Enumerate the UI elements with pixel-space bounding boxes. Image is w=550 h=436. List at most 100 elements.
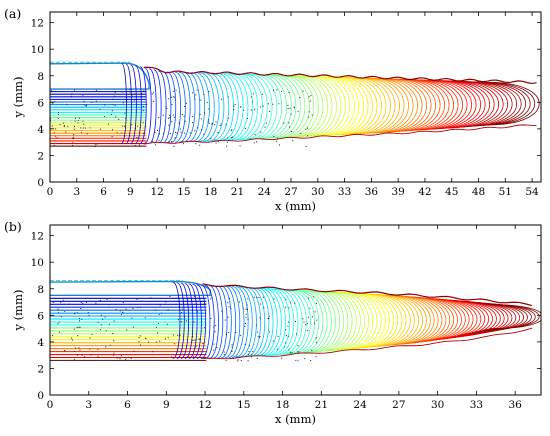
speckle-point [120, 355, 122, 357]
speckle-point [83, 123, 85, 125]
contour-arc [260, 287, 278, 357]
speckle-point [254, 134, 256, 136]
speckle-point [239, 145, 241, 147]
speckle-point [133, 350, 135, 352]
speckle-point [122, 311, 124, 313]
speckle-point [294, 321, 296, 323]
contour-arc [264, 74, 292, 139]
speckle-point [215, 142, 217, 144]
speckle-point [195, 94, 197, 96]
speckle-point [199, 144, 201, 146]
top-profile-line [202, 283, 533, 307]
speckle-point [285, 298, 287, 300]
contour-arc [293, 75, 324, 138]
contour-arc [341, 291, 374, 350]
speckle-point [53, 132, 55, 134]
speckle-point [307, 127, 309, 129]
speckle-point [192, 336, 194, 338]
contour-arc [469, 81, 518, 127]
speckle-point [177, 319, 179, 321]
speckle-point [74, 312, 76, 314]
speckle-point [228, 298, 230, 300]
contour-arc [223, 72, 244, 141]
speckle-point [84, 104, 86, 106]
contour-arc [285, 75, 315, 138]
speckle-point [309, 307, 311, 309]
contour-arc [344, 292, 378, 350]
speckle-point [310, 359, 312, 361]
contour-arc [416, 79, 459, 131]
contour-arc [313, 290, 341, 353]
speckle-point [140, 306, 142, 308]
contour-arc [274, 288, 295, 356]
speckle-point [171, 103, 173, 105]
deposit-band-lines [50, 294, 207, 362]
speckle-point [304, 358, 306, 360]
speckle-point [59, 123, 61, 125]
speckle-point [237, 360, 239, 362]
contour-arc [301, 75, 333, 137]
speckle-point [113, 340, 115, 342]
contour-arc [485, 81, 536, 126]
contour-arc [428, 79, 472, 130]
speckle-point [236, 356, 238, 358]
speckle-point [125, 308, 127, 310]
speckle-point [158, 133, 160, 135]
speckle-point [246, 304, 248, 306]
speckle-point [249, 344, 251, 346]
contour-arc [277, 74, 306, 139]
speckle-point [62, 122, 64, 124]
speckle-point [55, 128, 57, 130]
speckle-point [126, 101, 128, 103]
contour-arc [297, 75, 328, 138]
speckle-point [63, 125, 65, 127]
speckle-point [80, 307, 82, 309]
contour-arc [252, 73, 278, 140]
speckle-point [287, 104, 289, 106]
speckle-point [307, 330, 309, 332]
speckle-point [78, 320, 80, 322]
axes-frame [49, 224, 542, 396]
contour-arc [330, 291, 361, 351]
speckle-point [112, 333, 114, 335]
speckle-point [154, 144, 156, 146]
speckle-point [176, 132, 178, 134]
speckle-point [267, 103, 269, 105]
speckle-point [95, 144, 97, 146]
speckle-point [178, 122, 180, 124]
contour-arc [289, 75, 319, 138]
speckle-point [247, 118, 249, 120]
contour-arc [188, 283, 198, 359]
speckle-point [245, 127, 247, 129]
speckle-point [208, 119, 210, 121]
plot-area [50, 61, 540, 148]
contour-arc [211, 72, 229, 142]
contour-arc [334, 291, 365, 351]
speckle-point [109, 344, 111, 346]
wall-top-line [50, 62, 150, 90]
speckle-point [237, 359, 239, 361]
speckle-point [256, 141, 258, 143]
speckle-point [227, 316, 229, 318]
contour-arc [327, 291, 357, 352]
speckle-point [105, 330, 107, 332]
speckle-point [90, 354, 92, 356]
speckle-point [60, 316, 62, 318]
speckle-point [169, 132, 171, 134]
speckle-point [193, 295, 195, 297]
contour-arc [284, 289, 307, 355]
speckle-point [268, 317, 270, 319]
speckle-point [235, 332, 237, 334]
speckle-point [174, 343, 176, 345]
speckle-point [74, 120, 76, 122]
contour-arc [121, 62, 127, 144]
speckle-point [114, 95, 116, 97]
speckle-point [313, 322, 315, 324]
contour-arc [130, 64, 137, 144]
speckle-point [86, 104, 88, 106]
y-tick-label: 10 [31, 44, 44, 56]
speckle-point [305, 146, 307, 148]
speckle-point [308, 116, 310, 118]
speckle-point [288, 92, 290, 94]
